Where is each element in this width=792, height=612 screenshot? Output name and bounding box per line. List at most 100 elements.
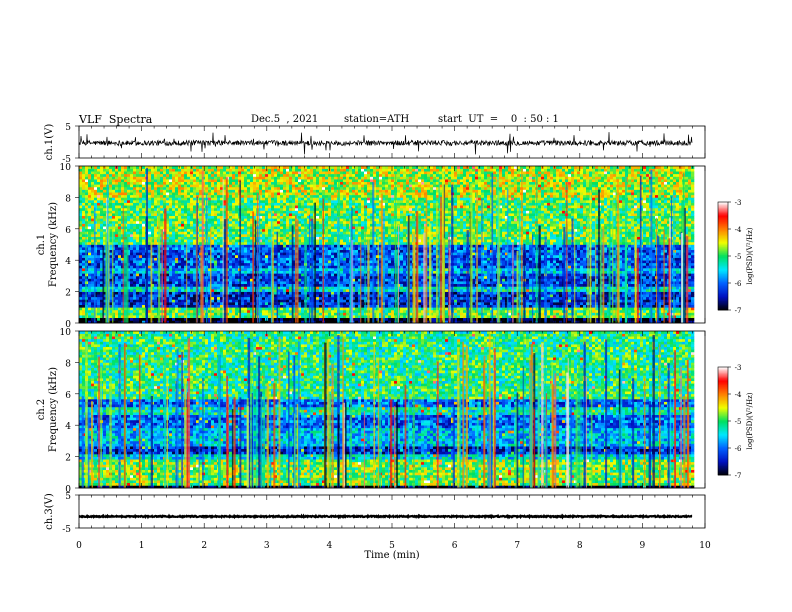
- ch1-spectrogram-cell: [139, 286, 142, 289]
- ch1-spectrogram-cell: [604, 268, 607, 271]
- ch1-spectrogram-cell: [115, 294, 118, 297]
- ch1-spectrogram-cell: [82, 313, 85, 316]
- ch1-spectrogram-cell: [181, 289, 184, 292]
- ch1-spectrogram-cell: [301, 276, 304, 279]
- ch1-spectrogram-cell: [550, 276, 553, 279]
- ch1-spectrogram-cell: [484, 297, 487, 300]
- ch1-spectrogram-cell: [484, 305, 487, 308]
- ch1-spectrogram-cell: [217, 263, 220, 266]
- ch1-spectrogram-cell: [214, 318, 217, 321]
- ch1-spectrogram-cell: [217, 271, 220, 274]
- ch1-spectrogram-cell: [262, 315, 265, 318]
- ch1-spectrogram-cell: [463, 305, 466, 308]
- ch1-spectrogram-cell: [331, 268, 334, 271]
- ch1-spectrogram-cell: [340, 284, 343, 287]
- ch1-spectrogram-cell: [403, 276, 406, 279]
- ch1-spectrogram-cell: [556, 292, 559, 295]
- ch1-spectrogram-cell: [457, 313, 460, 316]
- ch1-spectrogram-cell: [115, 305, 118, 308]
- ch1-spectrogram-cell: [193, 281, 196, 284]
- ch1-spectrogram-cell: [328, 279, 331, 282]
- ch1-spectrogram-cell: [403, 302, 406, 305]
- ch1-spectrogram-cell: [628, 273, 631, 276]
- ch1-spectrogram-cell: [133, 286, 136, 289]
- ch1-spectrogram-cell: [454, 315, 457, 318]
- ch1-spectrogram-cell: [133, 315, 136, 318]
- ch1-spectrogram-cell: [493, 284, 496, 287]
- ch1-spectrogram-cell: [691, 310, 694, 313]
- ch1-spectrogram-cell: [142, 271, 145, 274]
- ch1-spectrogram-cell: [676, 315, 679, 318]
- ch1-spectrogram-cell: [559, 265, 562, 268]
- ch1-spectrogram-cell: [487, 281, 490, 284]
- ch1-spectrogram-cell: [232, 299, 235, 302]
- ch1-spectrogram-cell: [232, 276, 235, 279]
- ch1-spectrogram-cell: [541, 279, 544, 282]
- ch1-spectrogram-cell: [418, 310, 421, 313]
- ch1-spectrogram-cell: [487, 294, 490, 297]
- ch1-spectrogram-cell: [529, 268, 532, 271]
- ch1-spectrogram-cell: [268, 289, 271, 292]
- ch1-spectrogram-cell: [262, 268, 265, 271]
- ch1-spectrogram-cell: [190, 265, 193, 268]
- ch1-spectrogram-cell: [454, 294, 457, 297]
- ch1-spectrogram-cell: [211, 302, 214, 305]
- ch1-spectrogram-cell: [460, 297, 463, 300]
- ch1-spectrogram-cell: [130, 263, 133, 266]
- ch1-spectrogram-cell: [460, 294, 463, 297]
- ch1-spectrogram-cell: [286, 268, 289, 271]
- ch1-spectrogram-cell: [82, 284, 85, 287]
- ch1-spectrogram-cell: [88, 286, 91, 289]
- ch1-spectrogram-cell: [400, 271, 403, 274]
- ch1-spectrogram-cell: [568, 284, 571, 287]
- ch1-spectrogram-cell: [247, 289, 250, 292]
- ch1-spectrogram-cell: [325, 260, 328, 263]
- ch1-spectrogram-cell: [628, 299, 631, 302]
- ch1-spectrogram-cell: [88, 265, 91, 268]
- ch1-spectrogram-cell: [244, 310, 247, 313]
- ch1-spectrogram-cell: [487, 268, 490, 271]
- ch1-spectrogram-cell: [118, 276, 121, 279]
- ch1-spectrogram-cell: [460, 271, 463, 274]
- ch1-spectrogram-cell: [502, 289, 505, 292]
- ch1-spectrogram-cell: [340, 263, 343, 266]
- ch1-spectrogram-cell: [577, 273, 580, 276]
- ch1-spectrogram-cell: [154, 294, 157, 297]
- ch1-spectrogram-cell: [493, 260, 496, 263]
- ch1-spectrogram-cell: [400, 286, 403, 289]
- ch1-spectrogram-cell: [583, 297, 586, 300]
- ch1-spectrogram-cell: [550, 313, 553, 316]
- ch1-spectrogram-cell: [628, 286, 631, 289]
- ch1-spectrogram-cell: [646, 284, 649, 287]
- ch1-spectrogram-cell: [643, 297, 646, 300]
- ch1-spectrogram-cell: [82, 315, 85, 318]
- ch1-spectrogram-cell: [343, 310, 346, 313]
- ch1-spectrogram-cell: [247, 318, 250, 321]
- ch1-spectrogram-cell: [691, 292, 694, 295]
- ch1-waveform-trace: [79, 132, 692, 154]
- ch1-spectrogram-cell: [133, 307, 136, 310]
- ch1-spectrogram-cell: [211, 313, 214, 316]
- ch1-spectrogram-cell: [526, 297, 529, 300]
- ch1-spectrogram-cell: [361, 286, 364, 289]
- ch1-spectrogram-cell: [403, 260, 406, 263]
- ch1-spectrogram-cell: [553, 271, 556, 274]
- ch1-spectrogram-cell: [418, 276, 421, 279]
- ch1-spectrogram-cell: [529, 289, 532, 292]
- ch1-spectrogram-cell: [265, 263, 268, 266]
- ch1-spectrogram-cell: [325, 302, 328, 305]
- ch1-spectrogram-cell: [187, 294, 190, 297]
- ch1-spectrogram-cell: [556, 305, 559, 308]
- ch1-spectrogram-cell: [316, 273, 319, 276]
- ch1-spectrogram-cell: [82, 292, 85, 295]
- ch1-spectrogram-cell: [457, 271, 460, 274]
- ch1-spectrogram-cell: [325, 276, 328, 279]
- ch1-spectrogram-cell: [556, 279, 559, 282]
- ch1-spectrogram-cell: [331, 318, 334, 321]
- ch1-spectrogram-cell: [691, 297, 694, 300]
- ch1-spectrogram-cell: [190, 315, 193, 318]
- ch1-spectrogram-cell: [316, 268, 319, 271]
- ch1-spectrogram-cell: [193, 302, 196, 305]
- ch1-spectrogram-cell: [178, 318, 181, 321]
- ch1-spectrogram-cell: [478, 318, 481, 321]
